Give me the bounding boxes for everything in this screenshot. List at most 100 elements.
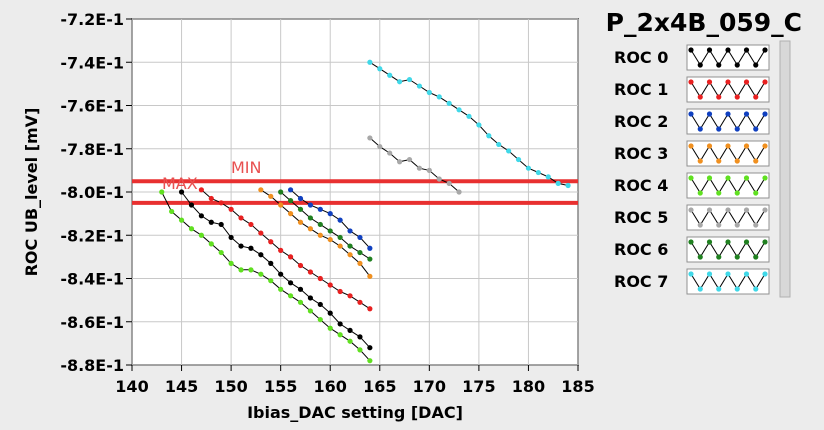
data-point [297,262,304,269]
series-line [369,137,460,193]
data-point [397,79,403,85]
legend-swatch-marker [688,79,694,85]
legend-label: ROC 1 [614,80,668,99]
data-point [228,234,234,241]
legend-item: ROC 5 [614,204,770,231]
data-point [208,195,214,202]
legend-label: ROC 6 [614,240,668,259]
data-point [397,159,403,165]
data-point [327,310,333,316]
data-point [317,275,323,282]
legend-item: ROC 1 [614,76,770,103]
data-point [347,252,353,258]
data-point [327,282,333,288]
legend-item: ROC 6 [614,236,770,263]
legend-swatch-marker [725,143,731,149]
legend-swatch-marker [688,143,694,149]
legend-swatch-marker [725,111,731,117]
data-point [446,100,452,106]
data-point [466,113,472,119]
legend-scrollbar[interactable] [779,40,791,298]
data-point [555,180,561,186]
data-point [218,249,224,256]
data-point [367,306,373,312]
data-point [188,226,195,232]
legend-swatch-marker [706,239,713,245]
legend-swatch-marker [706,175,713,181]
x-tick-label: 150 [214,377,247,396]
data-point [337,332,343,338]
data-point [357,334,363,340]
data-point [278,189,284,195]
y-tick-label: -7.6E-1 [60,97,124,116]
data-point [169,208,175,215]
x-tick-label: 185 [561,377,594,396]
legend-item: ROC 7 [614,268,770,295]
data-point [188,202,195,208]
data-point [248,245,254,251]
series-roc-4 [159,189,373,364]
legend-swatch-marker [734,190,740,196]
legend-swatch-marker [762,47,768,53]
series-roc-6 [278,189,373,262]
data-point [416,165,423,171]
data-point [297,206,304,212]
data-point [268,278,274,284]
data-point [357,347,363,353]
limit-lines: MIN MAX [132,158,578,205]
chart-title: P_2x4B_059_C [606,8,802,37]
data-point [258,271,264,277]
legend-swatch-marker [734,254,740,260]
legend-swatch-marker [716,222,722,228]
legend-swatch-marker [762,79,768,85]
data-point [287,280,294,286]
data-point [198,187,204,193]
data-point [198,213,204,219]
data-point [515,156,522,163]
data-point [545,174,551,180]
data-point [278,271,284,277]
legend-label: ROC 4 [614,176,668,195]
data-point [307,269,313,275]
y-tick-label: -7.8E-1 [60,140,124,159]
legend-swatch-marker [734,222,740,228]
legend-swatch-marker [716,190,722,196]
legend-swatch-marker [753,94,759,100]
legend-swatch-marker [734,158,740,164]
legend-label: ROC 3 [614,144,668,163]
legend-swatch-marker [734,94,740,100]
y-tick-label: -7.2E-1 [60,10,124,29]
data-point [377,66,383,72]
data-point [367,358,373,364]
data-point [446,180,452,186]
legend-label: ROC 2 [614,112,668,131]
legend-swatch-marker [688,207,694,213]
data-point [337,217,343,223]
x-tick-label: 165 [363,377,396,396]
data-point [337,288,343,295]
legend-swatch-marker [743,47,750,53]
data-point [436,176,442,182]
data-point [297,195,304,202]
data-point [307,308,313,314]
data-point [258,252,264,258]
data-point [347,327,353,333]
data-point [287,187,294,193]
legend-swatch-marker [762,175,768,181]
legend-swatch-marker [762,207,768,213]
data-point [406,156,413,163]
data-point [367,273,373,279]
data-point [268,260,274,266]
series-roc-7 [367,59,571,189]
data-point [535,169,541,176]
legend-swatch-marker [743,111,750,117]
data-point [406,76,413,83]
legend-swatch-marker [697,94,703,100]
legend-swatch-marker [743,239,750,245]
legend-swatch-marker [753,286,759,292]
data-point [258,187,264,193]
data-point [317,206,323,212]
data-point [317,316,323,323]
data-point [387,72,393,78]
legend-swatch-marker [743,79,750,85]
